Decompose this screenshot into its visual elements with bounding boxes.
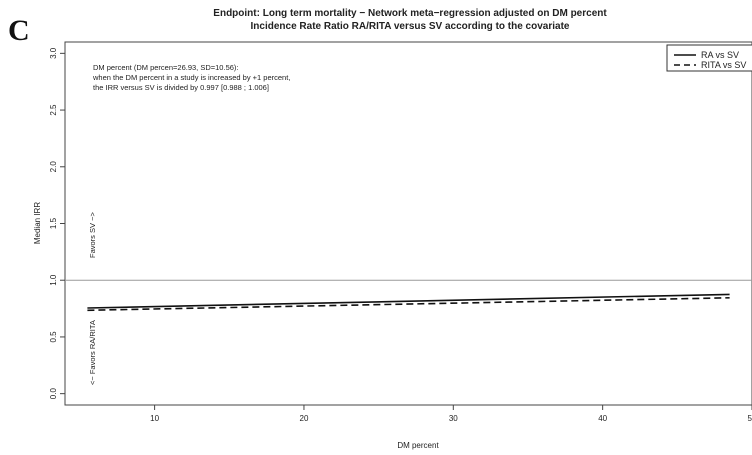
x-tick-label: 10 [150, 414, 159, 423]
x-axis: 10 20 30 40 50 [150, 405, 752, 423]
series-layer [87, 293, 730, 312]
y-tick-label: 3.0 [49, 47, 58, 59]
legend-label-1: RA vs SV [701, 50, 739, 60]
x-tick-label: 50 [748, 414, 752, 423]
panel-label: C [8, 14, 30, 47]
legend-box [666, 44, 752, 72]
y-tick-label: 2.0 [49, 161, 58, 173]
x-tick-label: 20 [300, 414, 309, 423]
legend-label-2: RITA vs SV [701, 60, 746, 70]
y-tick-label: 2.5 [49, 104, 58, 116]
y-tick-label: 0.0 [49, 388, 58, 400]
series-line-1 [87, 293, 730, 309]
series-line-2 [87, 297, 730, 312]
y-tick-label: 1.5 [49, 217, 58, 229]
favors-upper-label: Favors SV −> [88, 212, 97, 258]
x-tick-label: 30 [449, 414, 458, 423]
favors-lower-label: <− Favors RA/RITA [88, 320, 97, 385]
chart-subtitle: Incidence Rate Ratio RA/RITA versus SV a… [251, 21, 570, 32]
annotation-line-3: the IRR versus SV is divided by 0.997 [0… [93, 83, 269, 92]
x-axis-label: DM percent [397, 441, 439, 450]
y-tick-label: 1.0 [49, 274, 58, 286]
annotation-line-1: DM percent (DM percen=26.93, SD=10.56): [93, 63, 239, 72]
annotation-block: DM percent (DM percen=26.93, SD=10.56): … [92, 63, 290, 92]
y-axis: 0.0 0.5 1.0 1.5 2.0 2.5 3.0 [49, 47, 65, 399]
annotation-line-2: when the DM percent in a study is increa… [92, 73, 290, 82]
chart-title: Endpoint: Long term mortality − Network … [213, 8, 607, 19]
y-tick-label: 0.5 [49, 331, 58, 343]
y-axis-label: Median IRR [33, 202, 42, 244]
x-tick-label: 40 [598, 414, 607, 423]
plot-frame [64, 41, 752, 406]
